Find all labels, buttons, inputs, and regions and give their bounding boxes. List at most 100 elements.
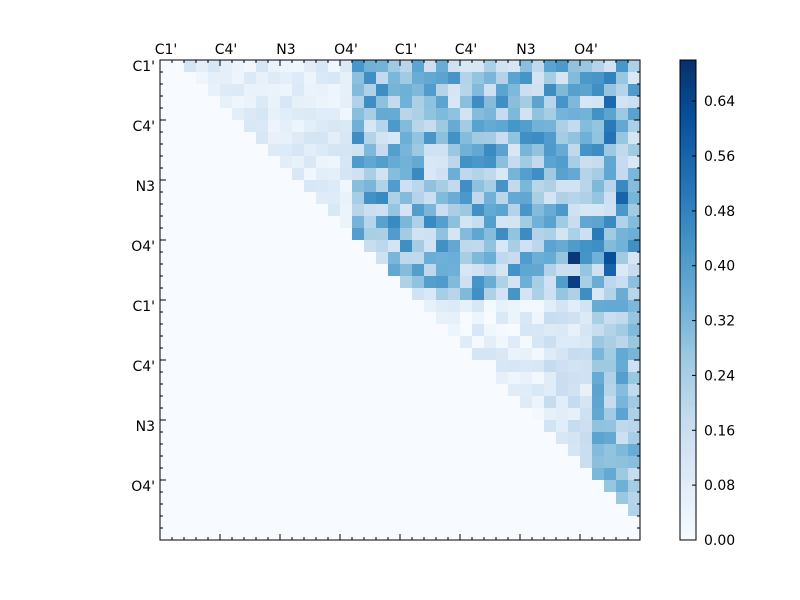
heatmap-cell	[520, 108, 533, 121]
heatmap-cell	[604, 276, 617, 289]
heatmap-cell	[208, 228, 221, 241]
heatmap-cell	[412, 360, 425, 373]
heatmap-cell	[256, 336, 269, 349]
heatmap-cell	[172, 432, 185, 445]
heatmap-cell	[532, 480, 545, 493]
heatmap-cell	[316, 156, 329, 169]
heatmap-cell	[460, 432, 473, 445]
heatmap-cell	[544, 492, 557, 505]
heatmap-cell	[568, 96, 581, 109]
heatmap-cell	[604, 396, 617, 409]
y-tick-label: C4'	[132, 119, 155, 135]
heatmap-cell	[472, 396, 485, 409]
heatmap-cell	[172, 384, 185, 397]
heatmap-cell	[172, 240, 185, 253]
heatmap-cell	[280, 456, 293, 469]
heatmap-cell	[376, 468, 389, 481]
heatmap-cell	[628, 240, 641, 253]
heatmap-cell	[220, 144, 233, 157]
heatmap-cell	[376, 216, 389, 229]
heatmap-cell	[508, 144, 521, 157]
heatmap-cell	[412, 528, 425, 541]
y-tick-label: C1'	[132, 59, 155, 75]
heatmap-cell	[184, 60, 197, 73]
heatmap-cell	[364, 468, 377, 481]
heatmap-cell	[628, 516, 641, 529]
heatmap-cell	[316, 300, 329, 313]
heatmap-cell	[232, 444, 245, 457]
heatmap-cell	[604, 144, 617, 157]
heatmap-cell	[448, 468, 461, 481]
heatmap-cell	[616, 516, 629, 529]
heatmap-cell	[508, 384, 521, 397]
heatmap-cell	[280, 300, 293, 313]
heatmap-cell	[556, 84, 569, 97]
heatmap-cell	[316, 504, 329, 517]
heatmap-cell	[568, 444, 581, 457]
heatmap-cell	[208, 348, 221, 361]
heatmap-cell	[268, 156, 281, 169]
heatmap-cell	[436, 336, 449, 349]
heatmap-cell	[160, 84, 173, 97]
heatmap-cell	[244, 492, 257, 505]
heatmap-cell	[544, 408, 557, 421]
heatmap-cell	[316, 96, 329, 109]
heatmap-cell	[604, 252, 617, 265]
heatmap-cell	[352, 360, 365, 373]
heatmap-cell	[292, 168, 305, 181]
colorbar-tick-label: 0.64	[704, 94, 735, 110]
heatmap-cell	[232, 96, 245, 109]
heatmap-cell	[220, 468, 233, 481]
heatmap-cell	[244, 324, 257, 337]
heatmap-cell	[616, 324, 629, 337]
heatmap-cell	[436, 108, 449, 121]
heatmap-cell	[544, 264, 557, 277]
heatmap-cell	[412, 468, 425, 481]
heatmap-cell	[364, 120, 377, 133]
heatmap-cell	[340, 72, 353, 85]
heatmap-cell	[352, 240, 365, 253]
heatmap-cell	[580, 84, 593, 97]
heatmap-cell	[352, 492, 365, 505]
heatmap-cell	[388, 252, 401, 265]
heatmap-cell	[496, 132, 509, 145]
heatmap-cell	[388, 300, 401, 313]
heatmap-cell	[328, 180, 341, 193]
heatmap-cell	[592, 72, 605, 85]
heatmap-cell	[496, 192, 509, 205]
heatmap-cell	[556, 192, 569, 205]
heatmap-cell	[400, 456, 413, 469]
heatmap-cell	[472, 108, 485, 121]
heatmap-cell	[604, 468, 617, 481]
heatmap-cell	[244, 408, 257, 421]
heatmap-cell	[400, 336, 413, 349]
heatmap-cell	[484, 72, 497, 85]
heatmap-cell	[352, 180, 365, 193]
heatmap-cell	[388, 468, 401, 481]
heatmap-cell	[292, 228, 305, 241]
heatmap-cell	[544, 396, 557, 409]
heatmap-cell	[232, 528, 245, 541]
heatmap-cell	[256, 240, 269, 253]
heatmap-cell	[604, 228, 617, 241]
heatmap-cell	[292, 528, 305, 541]
heatmap-cell	[340, 468, 353, 481]
heatmap-cell	[448, 204, 461, 217]
heatmap-cell	[508, 324, 521, 337]
heatmap-cell	[568, 360, 581, 373]
heatmap-cell	[280, 396, 293, 409]
heatmap-cell	[556, 168, 569, 181]
heatmap-cell	[628, 384, 641, 397]
heatmap-cell	[412, 252, 425, 265]
heatmap-cell	[376, 120, 389, 133]
heatmap-cell	[412, 432, 425, 445]
heatmap-cell	[376, 252, 389, 265]
heatmap-cell	[448, 120, 461, 133]
heatmap-cell	[376, 492, 389, 505]
heatmap-cell	[340, 192, 353, 205]
heatmap-cell	[364, 264, 377, 277]
heatmap-cell	[328, 132, 341, 145]
heatmap-cell	[472, 84, 485, 97]
heatmap-cell	[400, 240, 413, 253]
heatmap-cell	[268, 480, 281, 493]
